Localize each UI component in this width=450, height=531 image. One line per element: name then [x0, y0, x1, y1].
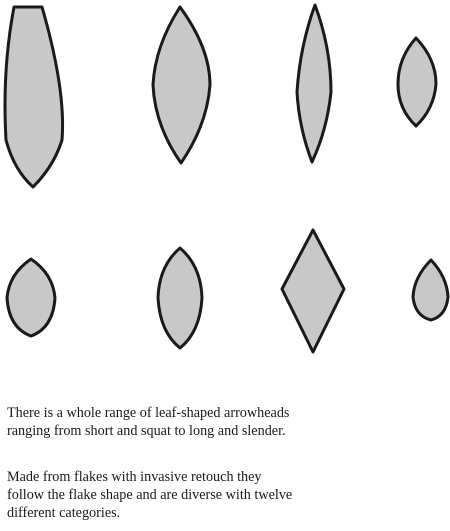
arrowhead-6 — [156, 246, 204, 350]
arrowhead-1 — [3, 5, 65, 189]
arrowhead-4 — [396, 36, 438, 128]
caption-paragraph-1: There is a whole range of leaf-shaped ar… — [7, 404, 427, 440]
caption-line: Made from flakes with invasive retouch t… — [7, 469, 262, 485]
arrowhead-8 — [411, 258, 450, 322]
arrowhead-3 — [295, 3, 333, 164]
arrowhead-5 — [5, 257, 57, 338]
caption-line: different categories. — [7, 505, 121, 521]
caption-paragraph-2: Made from flakes with invasive retouch t… — [7, 468, 427, 522]
arrowhead-7 — [280, 228, 346, 354]
caption-line: ranging from short and squat to long and… — [7, 423, 286, 439]
caption-line: follow the flake shape and are diverse w… — [7, 487, 293, 503]
arrowhead-2 — [151, 5, 212, 165]
caption-line: There is a whole range of leaf-shaped ar… — [7, 405, 290, 421]
